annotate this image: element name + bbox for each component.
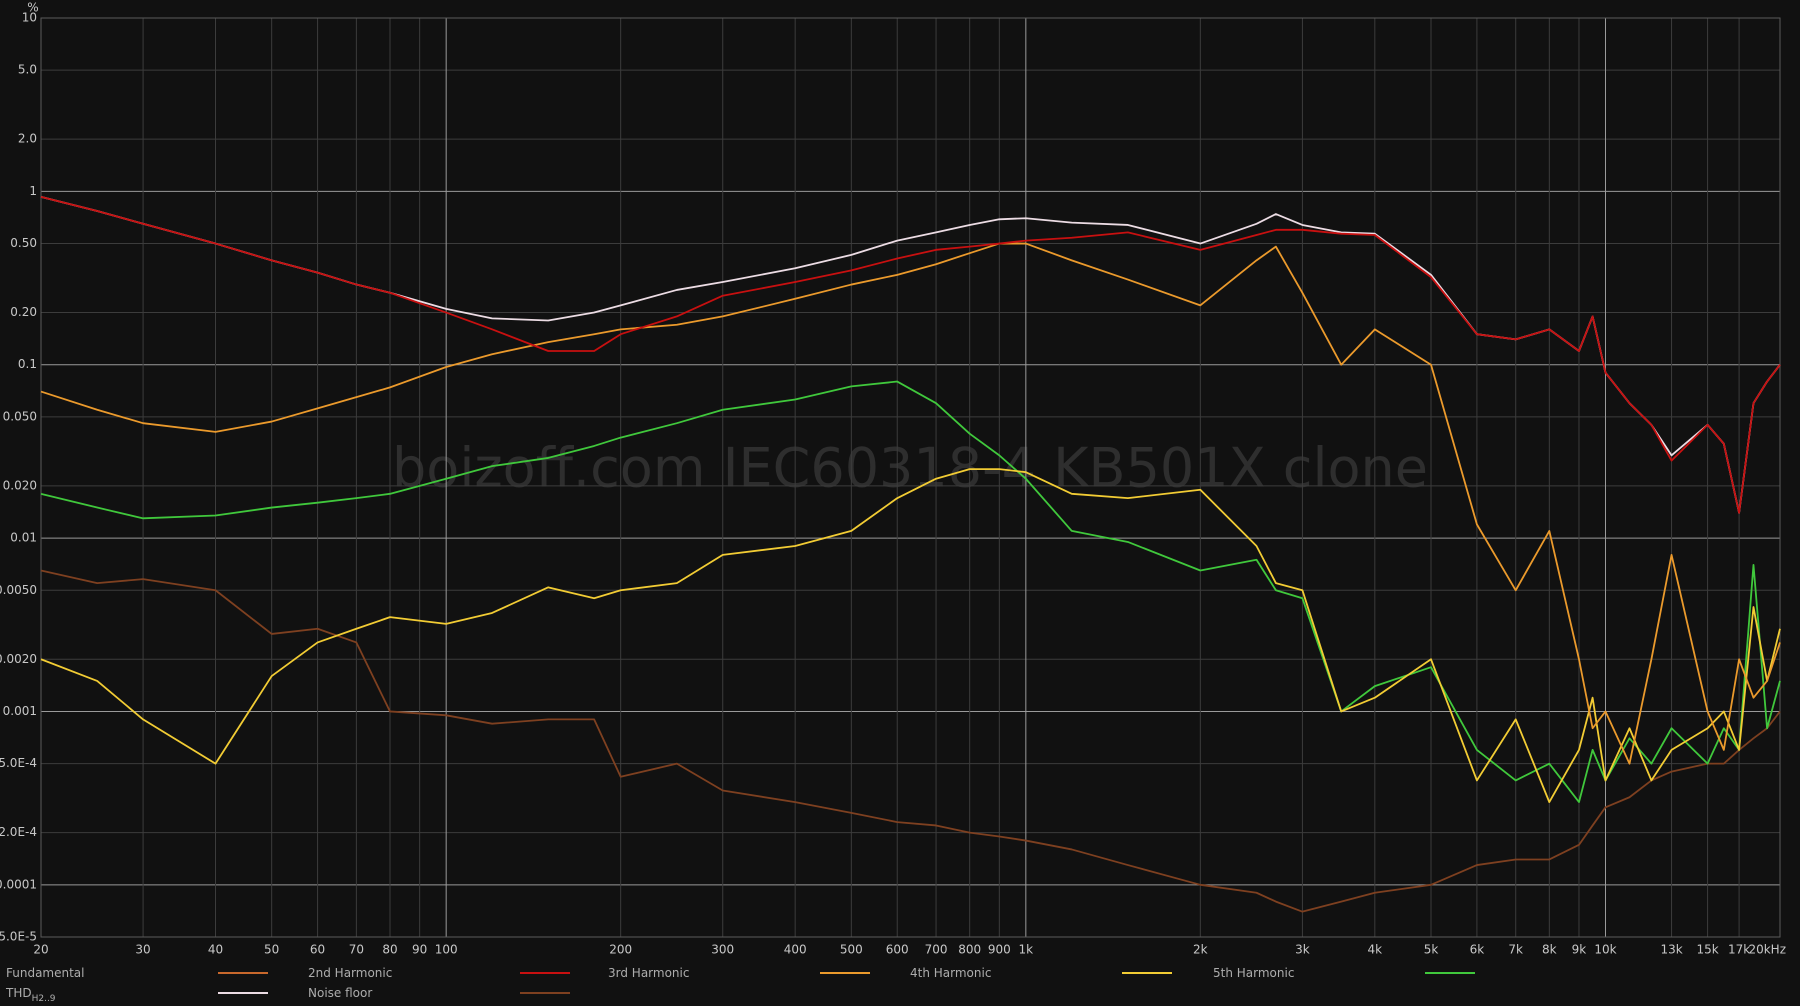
y-tick-label: 10 [22,11,37,25]
x-tick-label: 5k [1424,943,1439,957]
legend-name: 5th Harmonic [1213,966,1294,980]
x-tick-label: 200 [609,943,632,957]
legend-name: 3rd Harmonic [608,966,689,980]
x-tick-label: 40 [208,943,223,957]
x-tick-label: 1k [1019,943,1034,957]
x-tick-label: 700 [925,943,948,957]
y-tick-label: 0.0020 [0,652,37,666]
plot-lines [40,195,1781,913]
x-tick-label: 15k [1696,943,1718,957]
grid [40,17,1781,938]
x-tick-label: 3k [1295,943,1310,957]
x-tick-label: 4k [1368,943,1383,957]
y-tick-label: 0.50 [10,236,37,250]
y-tick-label: 0.0001 [0,877,37,891]
x-tick-label: 9k [1572,943,1587,957]
series-line [40,242,1781,765]
x-tick-label: 20kHz [1748,943,1786,957]
legend-name: THD [5,986,32,1000]
series-line [40,380,1781,803]
legend-label: Noise floor [308,986,372,1000]
y-tick-label: 1 [29,184,37,198]
watermark: boizoff.com IEC60318-4 KB501X clone [392,437,1428,500]
y-tick-label: 5.0 [18,63,37,77]
x-tick-label: 500 [840,943,863,957]
y-tick-label: 0.0050 [0,583,37,597]
legend-name: 2nd Harmonic [308,966,392,980]
y-tick-label: 0.1 [18,357,37,371]
x-tick-label: 90 [412,943,427,957]
x-tick-label: 7k [1508,943,1523,957]
x-tick-label: 8k [1542,943,1557,957]
y-tick-label: 5.0E-4 [0,756,37,770]
legend-label: 3rd Harmonic [608,966,689,980]
x-tick-label: 300 [711,943,734,957]
y-tick-label: 2.0E-4 [0,825,37,839]
legend-subscript: H2..9 [32,994,56,1004]
legend-label: 5th Harmonic [1213,966,1294,980]
y-tick-label: 0.001 [3,704,37,718]
legend-name: 4th Harmonic [910,966,991,980]
x-tick-label: 80 [382,943,397,957]
y-tick-label: 5.0E-5 [0,930,37,944]
series-line [40,468,1781,803]
y-tick-label: 0.01 [10,531,37,545]
series-line [40,195,1781,514]
x-tick-label: 6k [1470,943,1485,957]
x-tick-label: 100 [435,943,458,957]
x-tick-label: 17k [1728,943,1750,957]
x-tick-label: 800 [958,943,981,957]
x-tick-label: 60 [310,943,325,957]
y-tick-label: 0.20 [10,305,37,319]
x-tick-label: 2k [1193,943,1208,957]
legend-name: Noise floor [308,986,372,1000]
x-tick-label: 50 [264,943,279,957]
x-tick-label: 20 [33,943,48,957]
x-tick-label: 400 [784,943,807,957]
y-tick-label: 0.050 [3,409,37,423]
x-tick-label: 30 [135,943,150,957]
y-unit: % [27,1,38,15]
legend-label: Fundamental [6,966,85,980]
legend-label: 4th Harmonic [910,966,991,980]
x-tick-label: 900 [988,943,1011,957]
legend-label: THDH2..9 [5,986,56,1004]
x-tick-label: 13k [1660,943,1682,957]
y-tick-label: 2.0 [18,132,37,146]
x-tick-label: 70 [349,943,364,957]
legend-label: 2nd Harmonic [308,966,392,980]
x-tick-label: 600 [886,943,909,957]
plot-frame [40,17,1781,938]
series-line [40,569,1781,913]
x-tick-label: 10k [1594,943,1616,957]
legend-name: Fundamental [6,966,85,980]
y-tick-label: 0.020 [3,478,37,492]
